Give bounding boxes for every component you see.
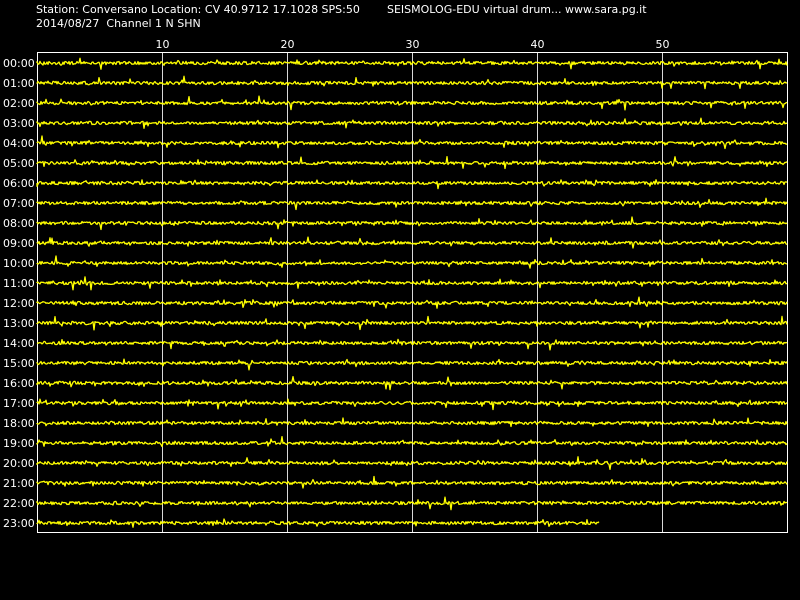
trace-row [36,156,788,170]
trace-row [36,518,600,528]
row-label: 00:00 [3,57,35,70]
row-label: 18:00 [3,417,35,430]
trace-row [36,496,788,511]
trace-row [36,216,788,231]
trace-row [36,398,788,411]
row-label: 10:00 [3,257,35,270]
row-label: 22:00 [3,497,35,510]
x-tick-label: 20 [281,38,295,51]
trace-row [36,95,788,111]
x-tick-labels: 10 20 30 40 50 [156,38,670,51]
grid-lines [162,53,663,532]
row-label: 19:00 [3,437,35,450]
row-label: 09:00 [3,237,35,250]
row-label: 17:00 [3,397,35,410]
trace-row [36,358,788,371]
row-label: 13:00 [3,317,35,330]
trace-row [36,179,788,190]
trace-row [36,135,788,150]
trace-row [36,296,788,309]
source-info: SEISMOLOG-EDU virtual drum... www.sara.p… [387,3,647,16]
row-label: 04:00 [3,137,35,150]
trace-row [36,456,788,471]
station-info: Station: Conversano Location: CV 40.9712… [36,3,360,16]
plot-frame [37,52,788,533]
trace-row [36,475,788,489]
trace-row [36,315,788,331]
x-tick-label: 40 [531,38,545,51]
row-label: 08:00 [3,217,35,230]
trace-row [36,435,788,448]
row-label: 20:00 [3,457,35,470]
trace-row [36,375,788,391]
x-tick-label: 10 [156,38,170,51]
row-label: 12:00 [3,297,35,310]
trace-row [36,57,788,70]
row-label: 06:00 [3,177,35,190]
row-label: 11:00 [3,277,35,290]
trace-row [36,255,788,269]
trace-row [36,417,788,428]
x-tick-label: 50 [656,38,670,51]
trace-row [36,197,788,211]
row-label: 07:00 [3,197,35,210]
row-label: 03:00 [3,117,35,130]
row-label: 23:00 [3,517,35,530]
row-label: 14:00 [3,337,35,350]
x-tick-label: 30 [406,38,420,51]
row-label: 02:00 [3,97,35,110]
row-label: 15:00 [3,357,35,370]
date-channel-info: 2014/08/27 Channel 1 N SHN [36,17,201,30]
row-label: 21:00 [3,477,35,490]
row-labels: 00:00 01:00 02:00 03:00 04:00 05:00 06:00 07:00… [3,57,35,530]
trace-row [36,276,788,291]
row-label: 01:00 [3,77,35,90]
row-label: 16:00 [3,377,35,390]
row-label: 05:00 [3,157,35,170]
trace-row [36,338,788,351]
trace-row [36,236,788,249]
traces [36,57,788,528]
trace-row [36,117,788,129]
trace-row [36,75,788,90]
